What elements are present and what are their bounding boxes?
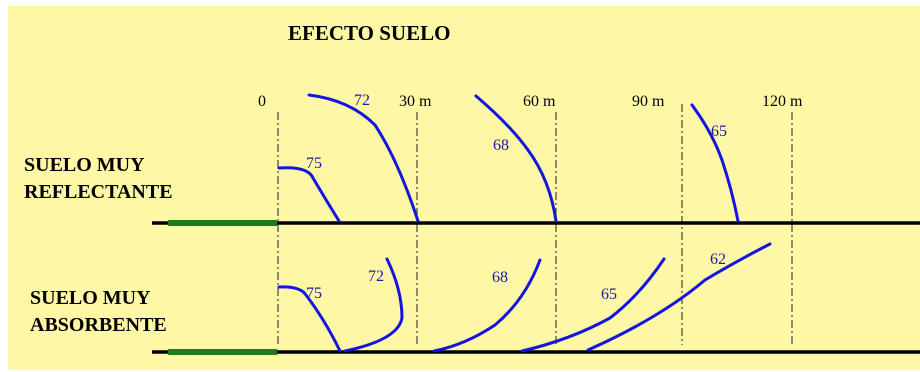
reflective-label-line2: REFLECTANTE bbox=[24, 181, 173, 203]
absorbent-isoline-label-62: 62 bbox=[710, 251, 726, 268]
absorbent-isoline-75 bbox=[277, 285, 342, 353]
absorbent-isoline-72 bbox=[343, 257, 404, 353]
absorbent-isoline-label-68: 68 bbox=[492, 269, 508, 286]
absorbent-label-line2: ABSORBENTE bbox=[30, 314, 167, 336]
diagram-background bbox=[8, 6, 920, 370]
reflective-isoline-68 bbox=[474, 94, 558, 223]
absorbent-isoline-label-72: 72 bbox=[368, 268, 384, 285]
reflective-isoline-label-72: 72 bbox=[354, 92, 370, 109]
reflective-isoline-65 bbox=[690, 103, 740, 223]
tick-label-30m: 30 m bbox=[399, 93, 432, 110]
diagram-title: EFECTO SUELO bbox=[288, 21, 450, 45]
tick-label-90m: 90 m bbox=[632, 93, 665, 110]
absorbent-isoline-62 bbox=[586, 242, 772, 352]
tick-label-120m: 120 m bbox=[762, 93, 803, 110]
reflective-isoline-label-75: 75 bbox=[306, 155, 322, 172]
reflective-isoline-72 bbox=[307, 93, 420, 223]
reflective-isoline-label-65: 65 bbox=[711, 123, 727, 140]
reflective-label-line1: SUELO MUY bbox=[24, 154, 145, 176]
tick-label-60m: 60 m bbox=[523, 93, 556, 110]
absorbent-isoline-68 bbox=[432, 258, 542, 353]
absorbent-isoline-label-75: 75 bbox=[306, 285, 322, 302]
reflective-isoline-75 bbox=[277, 166, 341, 223]
absorbent-isoline-label-65: 65 bbox=[601, 286, 617, 303]
absorbent-label-line1: SUELO MUY bbox=[30, 287, 151, 309]
tick-label-0: 0 bbox=[258, 93, 266, 110]
reflective-isoline-label-68: 68 bbox=[493, 137, 509, 154]
absorbent-isoline-65 bbox=[520, 257, 666, 353]
